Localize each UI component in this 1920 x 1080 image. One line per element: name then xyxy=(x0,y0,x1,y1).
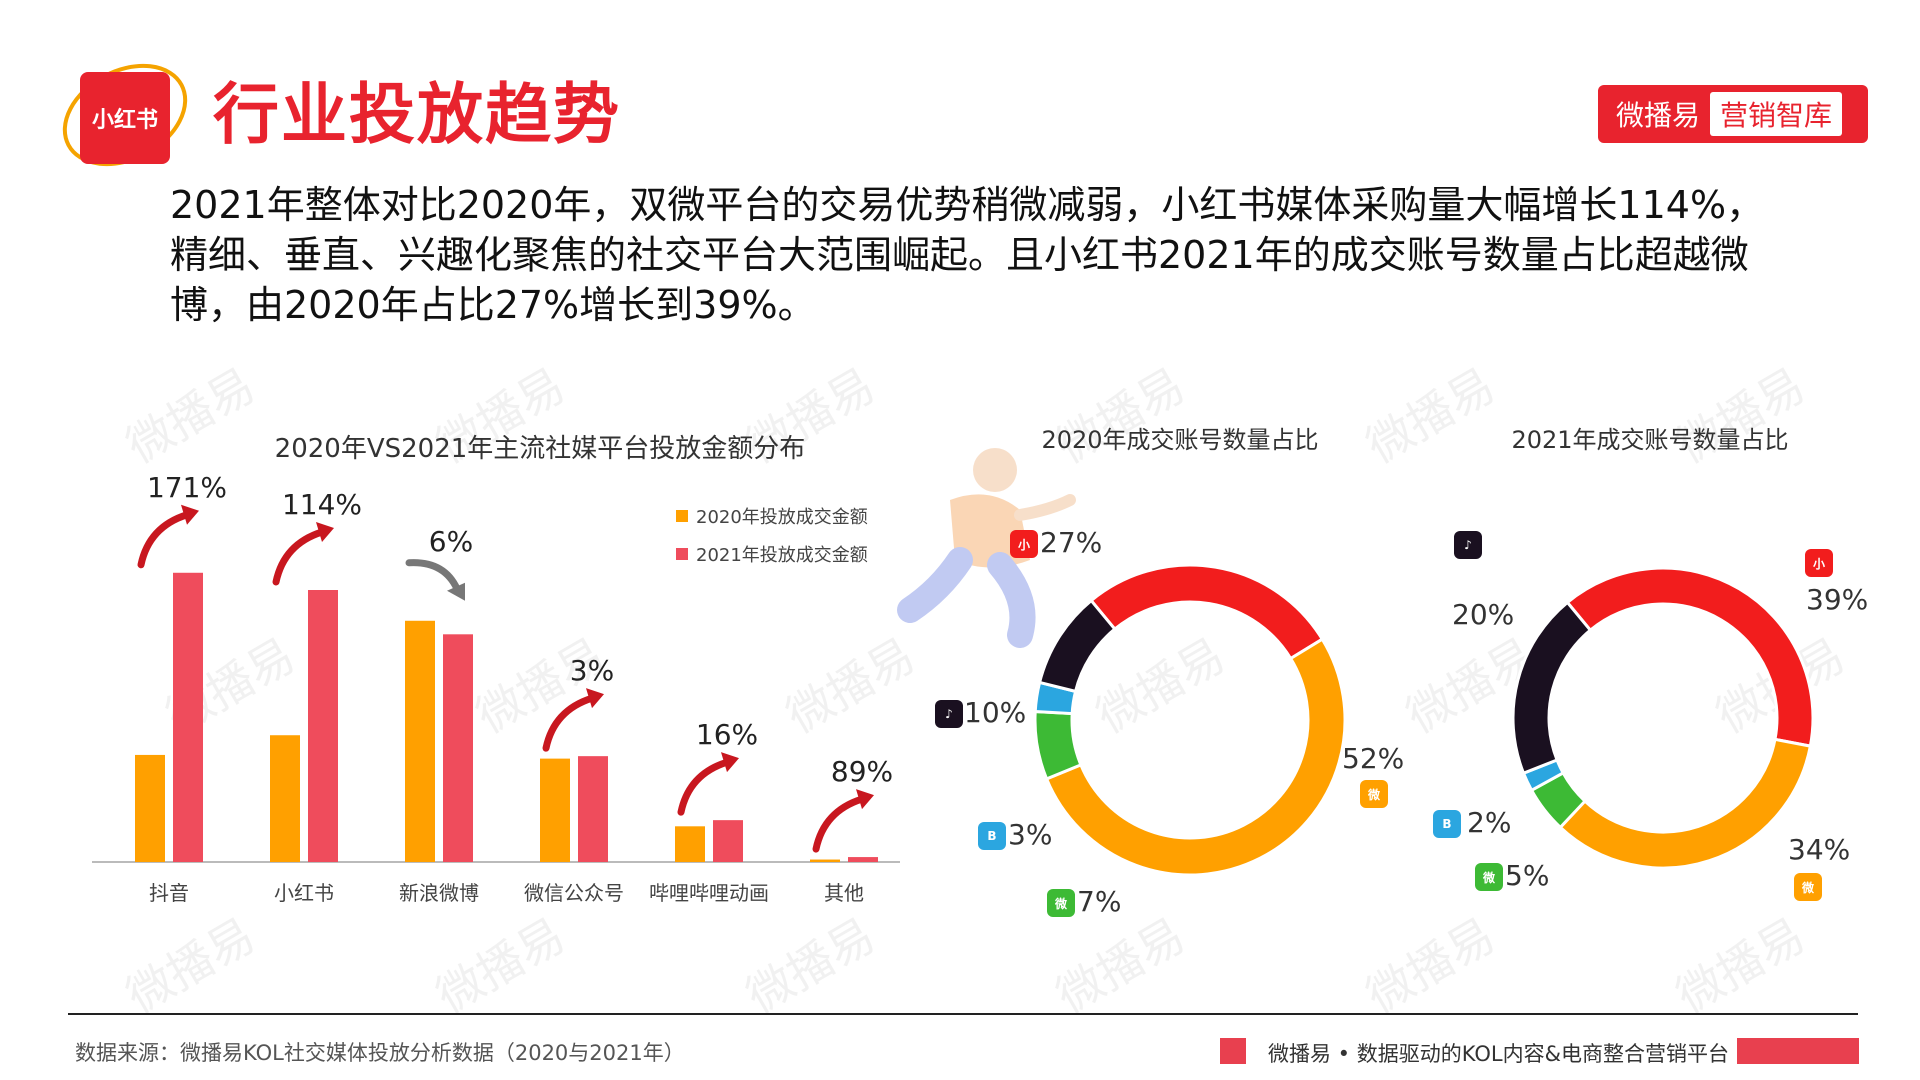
logo-text: 小红书 xyxy=(91,108,158,133)
bilibili-icon: B xyxy=(1433,810,1461,838)
legend-swatch-2020 xyxy=(676,510,688,522)
bar-2020-4 xyxy=(675,826,705,862)
growth-arrow-head-icon xyxy=(586,688,604,709)
donut-slice-4 xyxy=(1037,598,1117,694)
growth-arrow-head-icon xyxy=(721,752,739,773)
donut-2021-label-bilibili: 2% xyxy=(1467,806,1512,839)
decline-arrow-head-icon xyxy=(447,582,465,601)
donut-2020-label-bilibili: 3% xyxy=(1008,818,1053,851)
growth-label: 16% xyxy=(696,718,758,751)
growth-arrow-icon xyxy=(137,511,191,569)
donut-slice-1 xyxy=(1558,737,1813,870)
growth-label: 114% xyxy=(282,488,362,521)
donut-2020-label-weibo: 52% xyxy=(1342,742,1405,775)
douyin-icon: ♪ xyxy=(1454,531,1482,559)
watermark-text: 微播易 xyxy=(1357,907,1504,1024)
weibo-icon: 微 xyxy=(1794,873,1822,901)
growth-arrow-icon xyxy=(542,694,596,752)
bilibili-icon: B xyxy=(978,822,1006,850)
bar-2020-2 xyxy=(405,620,435,862)
footer-bar xyxy=(1737,1038,1859,1064)
growth-label: 6% xyxy=(429,525,473,558)
donut-2020-label-douyin: 10% xyxy=(964,696,1027,729)
growth-arrow-icon xyxy=(812,795,866,853)
runner-illustration xyxy=(897,448,1076,648)
bar-2021-0 xyxy=(173,572,203,862)
donut-slice-1 xyxy=(1044,637,1347,877)
brand-tag: 营销智库 xyxy=(1710,92,1843,136)
growth-label: 171% xyxy=(147,471,227,504)
watermark-text: 微播易 xyxy=(1357,357,1504,474)
donut-slice-0 xyxy=(1089,563,1325,661)
donut-2021-label-xhs: 39% xyxy=(1806,583,1869,616)
page-title: 行业投放趋势 xyxy=(213,76,621,153)
growth-label: 3% xyxy=(570,654,614,687)
watermark-text: 微播易 xyxy=(1667,907,1814,1024)
legend-item-2021: 2021年投放成交金额 xyxy=(676,541,868,567)
bar-chart: 抖音 171% 小红书 114% 新浪微博 6% 微信公众号 3% 哔哩哔哩动画 16% 其他 89% xyxy=(92,471,900,905)
donut-2020-label-xhs: 27% xyxy=(1040,526,1103,559)
bar-2021-2 xyxy=(443,634,473,862)
footer-square xyxy=(1220,1038,1246,1064)
x-tick-label: 小红书 xyxy=(274,881,334,905)
bar-2021-4 xyxy=(713,820,743,862)
summary-text: 2021年整体对比2020年，双微平台的交易优势稍微减弱，小红书媒体采购量大幅增… xyxy=(170,183,1765,327)
donut-2021-label-weibo: 34% xyxy=(1788,833,1851,866)
growth-arrow-icon xyxy=(272,528,326,586)
donut-slice-2 xyxy=(1033,709,1083,781)
growth-arrow-head-icon xyxy=(856,789,874,810)
footer-divider xyxy=(68,1013,1858,1015)
growth-arrow-head-icon xyxy=(181,504,199,525)
bar-2021-1 xyxy=(308,590,338,862)
donut-2020-title: 2020年成交账号数量占比 xyxy=(1041,426,1319,454)
xiaohongshu-logo: 小红书 xyxy=(80,72,170,164)
data-source: 数据来源：微播易KOL社交媒体投放分析数据（2020与2021年） xyxy=(75,1041,685,1065)
bar-2020-3 xyxy=(540,758,570,862)
donut-chart-2021 xyxy=(1511,566,1815,870)
legend-label-2021: 2021年投放成交金额 xyxy=(696,545,868,566)
weibo-icon: 微 xyxy=(1360,780,1388,808)
growth-label: 89% xyxy=(831,755,893,788)
x-tick-label: 哔哩哔哩动画 xyxy=(649,881,769,905)
legend-swatch-2021 xyxy=(676,548,688,560)
donut-chart-2020 xyxy=(1033,563,1347,877)
xiaohongshu-icon: 小 xyxy=(1010,530,1038,558)
donut-slice-4 xyxy=(1511,600,1593,776)
watermark-text: 微播易 xyxy=(1667,357,1814,474)
x-tick-label: 新浪微博 xyxy=(399,881,479,905)
bar-2020-0 xyxy=(135,754,165,862)
legend-item-2020: 2020年投放成交金额 xyxy=(676,503,868,529)
x-tick-label: 其他 xyxy=(824,881,864,905)
bar-chart-title: 2020年VS2021年主流社媒平台投放金额分布 xyxy=(274,434,806,464)
bar-2020-5 xyxy=(810,859,840,862)
wechat-icon: 微 xyxy=(1475,863,1503,891)
growth-arrow-head-icon xyxy=(316,522,334,542)
xiaohongshu-icon: 小 xyxy=(1805,549,1833,577)
donut-2021-title: 2021年成交账号数量占比 xyxy=(1511,426,1789,454)
donut-2021-label-douyin: 20% xyxy=(1452,598,1515,631)
bar-2020-1 xyxy=(270,735,300,862)
donut-2021-label-wechat: 5% xyxy=(1505,859,1550,892)
donut-slice-0 xyxy=(1565,566,1815,748)
donut-2020-label-wechat: 7% xyxy=(1077,885,1122,918)
bar-legend: 2020年投放成交金额 2021年投放成交金额 xyxy=(676,503,868,567)
watermark-text: 微播易 xyxy=(1047,907,1194,1024)
decline-arrow-icon xyxy=(405,559,461,593)
legend-label-2020: 2020年投放成交金额 xyxy=(696,507,868,528)
bar-2021-3 xyxy=(578,756,608,862)
x-tick-label: 微信公众号 xyxy=(524,881,624,905)
brand-badge: 微播易 营销智库 xyxy=(1598,85,1868,143)
wechat-icon: 微 xyxy=(1047,889,1075,917)
growth-arrow-icon xyxy=(677,758,731,816)
douyin-icon: ♪ xyxy=(935,700,963,728)
brand-name: 微播易 xyxy=(1616,99,1701,132)
x-tick-label: 抖音 xyxy=(149,881,189,905)
bar-2021-5 xyxy=(848,857,878,862)
footer-tagline: 微播易 • 数据驱动的KOL内容&电商整合营销平台 xyxy=(1268,1042,1729,1066)
